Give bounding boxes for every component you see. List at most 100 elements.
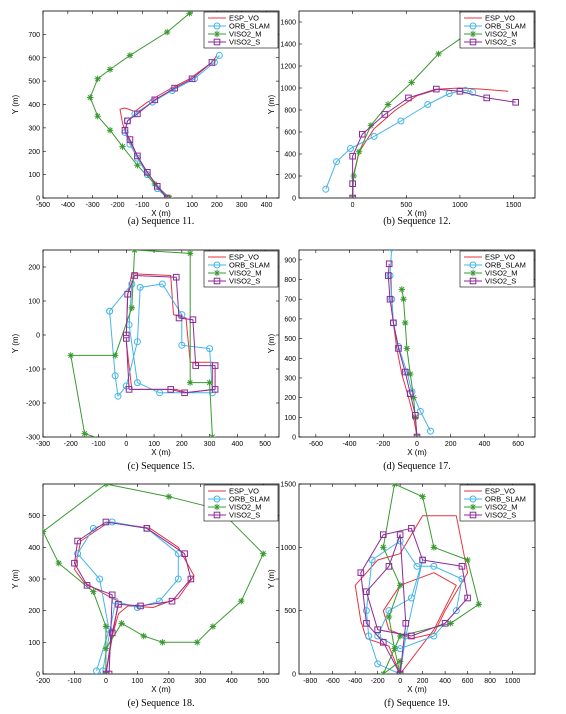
data-point-viso2-s bbox=[175, 314, 183, 322]
data-point-viso2-s bbox=[483, 94, 491, 102]
x-tick-label: 600 bbox=[462, 678, 474, 685]
data-point-viso2-s bbox=[402, 620, 410, 627]
x-tick-label: 600 bbox=[512, 441, 524, 448]
data-point-orb-slam bbox=[416, 407, 424, 415]
data-point-viso2-s bbox=[441, 620, 449, 627]
legend-marker bbox=[469, 22, 477, 30]
data-point-viso2-s bbox=[167, 386, 175, 393]
data-point-viso2-m bbox=[385, 613, 393, 621]
x-axis-label: X (m) bbox=[151, 685, 171, 694]
data-point-orb-slam bbox=[458, 575, 466, 583]
data-point-viso2-m bbox=[400, 296, 407, 303]
data-point-viso2-m bbox=[165, 493, 173, 500]
data-point-orb-slam bbox=[333, 158, 341, 166]
x-tick-label: -800 bbox=[303, 678, 317, 685]
data-point-viso2-s bbox=[396, 531, 404, 538]
data-point-orb-slam bbox=[469, 88, 477, 96]
data-point-viso2-m bbox=[464, 556, 471, 564]
x-tick-label: -600 bbox=[309, 441, 323, 448]
data-point-viso2-m bbox=[391, 645, 398, 652]
data-point-viso2-s bbox=[211, 362, 219, 369]
legend-label: ESP_VO bbox=[229, 487, 259, 496]
data-point-viso2-s bbox=[408, 525, 415, 532]
data-point-viso2-s bbox=[168, 597, 176, 605]
x-tick-label: -400 bbox=[61, 202, 75, 209]
data-point-viso2-s bbox=[374, 626, 381, 633]
data-point-viso2-s bbox=[126, 136, 134, 143]
y-tick-label: 200 bbox=[28, 608, 40, 615]
data-point-viso2-s bbox=[125, 386, 133, 393]
data-point-viso2-s bbox=[153, 183, 161, 190]
data-point-viso2-m bbox=[102, 645, 110, 652]
data-point-viso2-s bbox=[419, 556, 426, 564]
data-point-viso2-s bbox=[385, 563, 393, 570]
data-point-viso2-m bbox=[403, 345, 411, 352]
y-axis-label: Y (m) bbox=[267, 569, 276, 589]
x-tick-label: 500 bbox=[257, 678, 269, 685]
data-point-viso2-m bbox=[140, 632, 147, 640]
data-point-orb-slam bbox=[374, 632, 382, 640]
y-tick-label: 0 bbox=[36, 196, 40, 203]
y-axis-label: Y (m) bbox=[267, 94, 276, 114]
y-tick-label: 600 bbox=[284, 316, 296, 323]
data-point-viso2-s bbox=[105, 670, 113, 674]
data-point-viso2-m bbox=[209, 433, 216, 437]
x-tick-label: -200 bbox=[64, 441, 78, 448]
x-tick-label: 200 bbox=[176, 441, 188, 448]
y-tick-label: 200 bbox=[284, 395, 296, 402]
data-point-viso2-s bbox=[151, 96, 159, 104]
series-group bbox=[354, 484, 483, 674]
chart-panel-4: -600 -400 -200 0 200 400 600 0 100 200 300 400 500 60… bbox=[267, 249, 536, 472]
data-point-viso2-s bbox=[115, 601, 122, 608]
data-point-viso2-m bbox=[396, 632, 404, 640]
data-point-viso2-m bbox=[396, 658, 404, 665]
y-tick-label: 400 bbox=[284, 356, 296, 363]
x-axis-label: X (m) bbox=[151, 209, 171, 218]
data-point-orb-slam bbox=[126, 140, 134, 148]
data-point-viso2-m bbox=[186, 11, 193, 17]
data-point-viso2-s bbox=[406, 390, 414, 397]
data-point-viso2-s bbox=[390, 319, 397, 327]
legend-label: VISO2_S bbox=[485, 38, 516, 47]
series-line-viso2-s bbox=[387, 263, 418, 437]
data-point-orb-slam bbox=[368, 556, 376, 564]
legend-marker bbox=[213, 269, 221, 277]
y-tick-label: 100 bbox=[28, 640, 40, 647]
y-tick-label: 600 bbox=[284, 130, 296, 137]
x-tick-label: 0 bbox=[124, 441, 128, 448]
y-tick-label: 400 bbox=[284, 152, 296, 159]
data-point-viso2-s bbox=[349, 180, 356, 187]
y-tick-label: 100 bbox=[28, 172, 40, 179]
data-point-viso2-s bbox=[108, 629, 116, 637]
y-tick-label: 1400 bbox=[280, 42, 296, 49]
y-tick-label: 700 bbox=[284, 297, 296, 304]
y-tick-label: 200 bbox=[28, 265, 40, 272]
data-point-orb-slam bbox=[96, 575, 104, 583]
data-point-viso2-m bbox=[159, 639, 166, 646]
data-point-viso2-s bbox=[71, 559, 78, 567]
data-point-viso2-m bbox=[94, 75, 101, 82]
x-tick-label: 200 bbox=[211, 202, 223, 209]
data-point-viso2-m bbox=[435, 50, 442, 58]
data-point-viso2-s bbox=[124, 290, 131, 298]
data-point-viso2-m bbox=[260, 550, 267, 557]
y-axis-label: Y (m) bbox=[267, 333, 276, 353]
data-point-orb-slam bbox=[106, 307, 114, 315]
data-point-viso2-m bbox=[43, 528, 47, 535]
data-point-viso2-s bbox=[188, 75, 196, 83]
y-tick-label: 0 bbox=[292, 196, 296, 203]
y-tick-label: -200 bbox=[26, 401, 40, 408]
legend-label: VISO2_S bbox=[229, 277, 260, 286]
data-point-viso2-s bbox=[187, 575, 195, 583]
legend-marker bbox=[469, 38, 477, 46]
data-point-viso2-s bbox=[108, 591, 116, 599]
data-point-viso2-m bbox=[102, 484, 110, 488]
legend-label: ORB_SLAM bbox=[485, 261, 526, 270]
panel-caption: (b) Sequence 12. bbox=[383, 216, 450, 227]
y-tick-label: 500 bbox=[284, 608, 296, 615]
data-point-orb-slam bbox=[385, 607, 393, 615]
x-tick-label: 100 bbox=[132, 678, 144, 685]
series-group bbox=[385, 250, 434, 437]
data-point-viso2-m bbox=[350, 172, 357, 180]
